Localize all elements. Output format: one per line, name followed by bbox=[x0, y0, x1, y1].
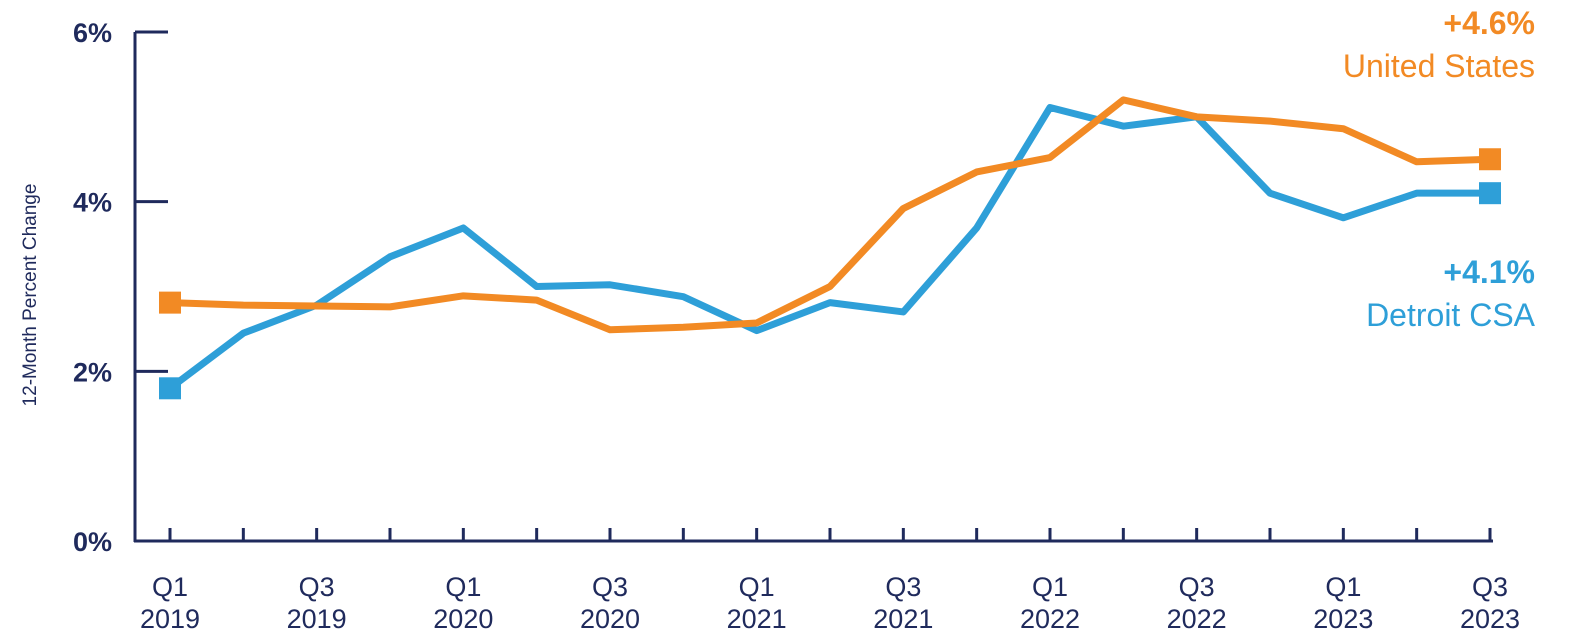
x-tick-label-line: 2023 bbox=[1313, 604, 1373, 634]
x-tick-label-line: Q1 bbox=[1032, 572, 1068, 602]
x-tick-label-line: 2019 bbox=[287, 604, 347, 634]
end-marker bbox=[1479, 182, 1501, 205]
x-tick-label: Q1 2022 bbox=[1020, 572, 1080, 634]
x-tick-label-line: Q3 bbox=[299, 572, 335, 602]
legend-label: United States bbox=[1343, 48, 1535, 84]
x-tick-label-line: 2020 bbox=[433, 604, 493, 634]
x-tick-label-line: Q1 bbox=[739, 572, 775, 602]
x-tick-label-line: Q3 bbox=[885, 572, 921, 602]
x-tick-label-line: Q3 bbox=[592, 572, 628, 602]
x-tick-label-line: 2023 bbox=[1460, 604, 1520, 634]
x-tick-label-line: 2022 bbox=[1167, 604, 1227, 634]
x-tick-label: Q3 2022 bbox=[1167, 572, 1227, 634]
x-tick-label: Q1 2023 bbox=[1313, 572, 1373, 634]
y-tick-label: 0% bbox=[73, 527, 112, 557]
series-line bbox=[169, 96, 1491, 334]
x-tick-label-line: 2021 bbox=[873, 604, 933, 634]
x-tick-label: Q3 2020 bbox=[580, 572, 640, 634]
x-tick-label-line: Q1 bbox=[152, 572, 188, 602]
y-tick-label: 6% bbox=[73, 18, 112, 48]
x-tick-label-line: Q1 bbox=[1325, 572, 1361, 602]
x-tick-label: Q1 2021 bbox=[727, 572, 787, 634]
x-tick-label: Q1 2020 bbox=[433, 572, 493, 634]
x-tick-label-line: 2021 bbox=[727, 604, 787, 634]
end-label-value: +4.6% bbox=[1443, 5, 1535, 41]
x-tick-label-line: Q3 bbox=[1179, 572, 1215, 602]
end-marker bbox=[159, 291, 181, 314]
x-tick-label-line: Q1 bbox=[445, 572, 481, 602]
series-line bbox=[167, 104, 1490, 392]
x-tick-label-line: 2019 bbox=[140, 604, 200, 634]
y-tick-label: 4% bbox=[73, 188, 112, 218]
end-marker bbox=[159, 377, 181, 400]
x-tick-label: Q3 2023 bbox=[1460, 572, 1520, 634]
y-tick-label: 2% bbox=[73, 357, 112, 387]
x-tick-label-line: 2020 bbox=[580, 604, 640, 634]
end-label-value: +4.1% bbox=[1443, 254, 1535, 290]
x-tick-label: Q1 2019 bbox=[140, 572, 200, 634]
x-tick-label: Q3 2019 bbox=[287, 572, 347, 634]
x-tick-label-line: Q3 bbox=[1472, 572, 1508, 602]
end-marker bbox=[1479, 148, 1501, 171]
x-tick-label: Q3 2021 bbox=[873, 572, 933, 634]
y-axis-label: 12-Month Percent Change bbox=[20, 184, 41, 407]
x-tick-label-line: 2022 bbox=[1020, 604, 1080, 634]
legend-label: Detroit CSA bbox=[1366, 297, 1536, 333]
